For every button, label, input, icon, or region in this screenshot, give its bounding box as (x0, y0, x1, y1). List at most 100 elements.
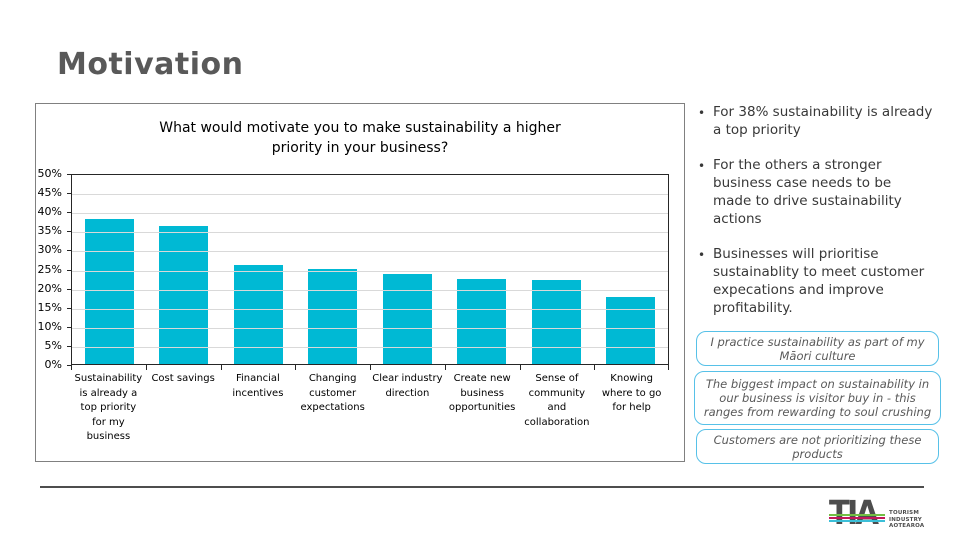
bullet-icon: • (698, 248, 706, 262)
bullet-text: Businesses will prioritise sustainablity… (713, 246, 925, 316)
y-tick-label: 35% (37, 224, 62, 238)
bar (531, 279, 581, 364)
bar-slot (594, 175, 669, 364)
tia-logo-stripes (829, 514, 885, 523)
chart-title-line1: What would motivate you to make sustaina… (159, 120, 561, 136)
y-tick-label: 10% (37, 319, 62, 333)
bullet-item: • For the others a stronger business cas… (698, 156, 938, 228)
y-tick-mark (67, 174, 71, 175)
chart-title: What would motivate you to make sustaina… (36, 118, 684, 158)
logo-word-tourism: TOURISM (889, 510, 920, 516)
bar (233, 264, 283, 364)
tia-logo-letters: TIA (829, 493, 879, 532)
quote-box: The biggest impact on sustainability in … (694, 371, 941, 425)
bar (606, 297, 656, 364)
x-tick-mark (295, 365, 297, 370)
tia-logo-wordmark: TOURISM INDUSTRY AOTEAROA (889, 510, 924, 530)
motivation-chart: What would motivate you to make sustaina… (35, 103, 685, 462)
y-tick-mark (67, 288, 71, 290)
gridline (72, 289, 668, 291)
quote-box: I practice sustainability as part of my … (696, 331, 939, 366)
bar (382, 274, 432, 364)
y-tick-mark (67, 231, 71, 233)
gridline (72, 213, 668, 215)
y-tick-label: 20% (37, 281, 62, 295)
bar (159, 226, 209, 364)
bullet-icon: • (698, 159, 706, 173)
x-category-label: Cost savings (151, 373, 215, 384)
plot-area (71, 174, 669, 365)
x-category-label: Sustainability is already a top priority… (74, 373, 143, 442)
commentary-bullets: • For 38% sustainability is already a to… (698, 103, 938, 334)
y-tick-label: 0% (44, 358, 62, 371)
x-axis-labels: Sustainability is already a top priority… (71, 372, 669, 445)
x-tick-mark (594, 365, 596, 370)
gridline (72, 346, 668, 348)
gridline (72, 308, 668, 310)
bullet-text: For the others a stronger business case … (713, 157, 902, 227)
y-tick-label: 40% (37, 205, 62, 219)
bullet-item: • For 38% sustainability is already a to… (698, 103, 938, 139)
y-tick-mark (67, 193, 71, 195)
y-axis: 0% 5% 10% 15% 20% 25% 30% 35% 40% 45% 50% (36, 104, 71, 461)
tia-logo: TIA TOURISM INDUSTRY AOTEAROA (829, 495, 953, 537)
quote-text: Customers are not prioritizing these pro… (713, 432, 922, 461)
x-category-label: Financial incentives (232, 373, 284, 399)
bar-slot (296, 175, 371, 364)
quote-text: I practice sustainability as part of my … (710, 334, 925, 363)
logo-stripe-green (829, 514, 885, 516)
bars (72, 175, 668, 364)
x-tick-mark (519, 365, 521, 370)
x-category-label: Sense of community and collaboration (524, 373, 590, 428)
y-tick-mark (67, 212, 71, 214)
gridline (72, 194, 668, 196)
gridline (72, 251, 668, 253)
logo-word-aotearoa: AOTEAROA (889, 523, 925, 529)
bar-slot (72, 175, 147, 364)
y-tick-mark (67, 365, 71, 366)
footer-divider (40, 486, 924, 488)
y-tick-mark (67, 345, 71, 347)
y-tick-label: 15% (37, 300, 62, 314)
x-tick-mark (370, 365, 371, 370)
y-tick-mark (67, 307, 71, 309)
x-category-label: Create new business opportunities (448, 373, 516, 413)
bar (457, 278, 507, 364)
bar-slot (221, 175, 296, 364)
logo-stripe-cyan (829, 520, 885, 522)
bar-slot (147, 175, 222, 364)
gridline (72, 327, 668, 329)
bullet-item: • Businesses will prioritise sustainabli… (698, 245, 938, 317)
x-tick-mark (220, 365, 222, 370)
page-title: Motivation (57, 47, 244, 82)
logo-stripe-crimson (829, 517, 885, 519)
logo-word-industry: INDUSTRY (889, 516, 922, 523)
y-tick-label: 45% (37, 186, 62, 200)
x-tick-mark (71, 365, 72, 370)
y-tick-label: 30% (37, 243, 62, 257)
bar-slot (370, 175, 445, 364)
quote-text: The biggest impact on sustainability in … (703, 377, 932, 419)
bullet-icon: • (698, 106, 706, 120)
bar (84, 218, 134, 364)
y-tick-label: 50% (37, 167, 62, 180)
y-tick-label: 5% (44, 338, 62, 352)
x-category-label: Changing customer expectations (300, 373, 365, 413)
x-category-label: Knowing where to go for help (601, 373, 662, 413)
y-tick-mark (67, 250, 71, 252)
y-tick-mark (67, 269, 71, 271)
bar-slot (519, 175, 594, 364)
x-tick-mark (668, 365, 669, 370)
bullet-text: For 38% sustainability is already a top … (713, 104, 933, 138)
x-tick-mark (444, 365, 446, 370)
gridline (72, 270, 668, 272)
y-tick-mark (67, 326, 71, 328)
bar-slot (445, 175, 520, 364)
x-category-label: Clear industry direction (372, 373, 443, 399)
quote-box: Customers are not prioritizing these pro… (696, 429, 939, 464)
y-tick-label: 25% (37, 262, 62, 276)
chart-title-line2: priority in your business? (271, 140, 449, 156)
x-ticks (71, 365, 669, 370)
x-tick-mark (145, 365, 147, 370)
bar (308, 268, 358, 364)
